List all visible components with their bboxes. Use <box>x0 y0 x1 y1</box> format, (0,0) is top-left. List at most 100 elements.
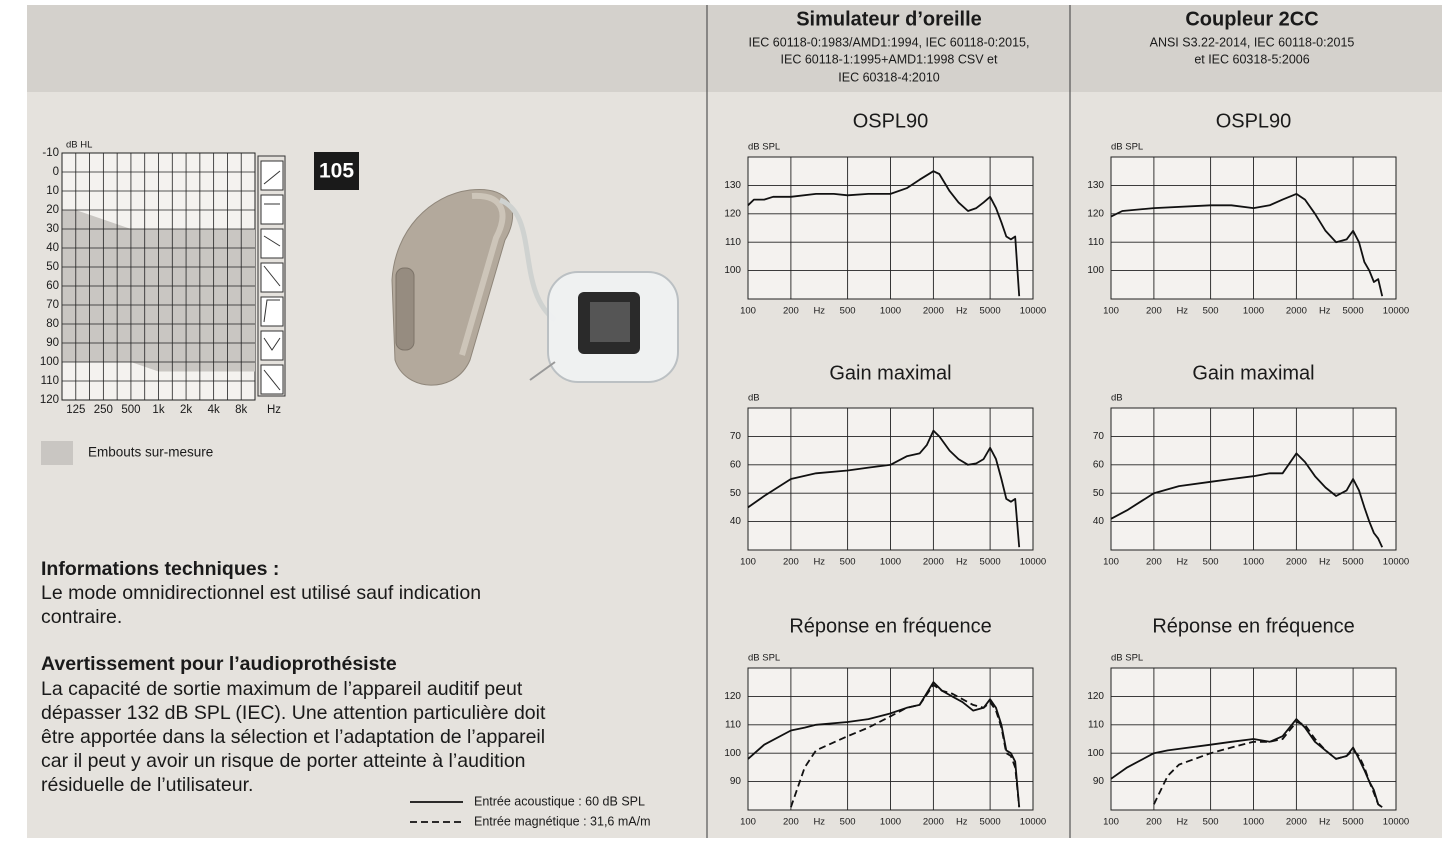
x-tick-label: 5000 <box>980 557 1001 568</box>
header-standard: ANSI S3.22-2014, IEC 60118-0:2015 <box>1150 35 1355 49</box>
paragraph-line: contraire. <box>41 606 122 628</box>
legend-label: Embouts sur-mesure <box>88 445 213 460</box>
y-tick-label: 40 <box>46 242 59 254</box>
x-tick-label: 2000 <box>923 306 944 317</box>
x-tick-label: 125 <box>66 404 85 416</box>
y-tick-label: 70 <box>730 431 742 442</box>
paragraph-line: Le mode omnidirectionnel est utilisé sau… <box>41 582 481 604</box>
x-tick-label: 100 <box>1103 557 1119 568</box>
y-tick-label: 110 <box>41 375 59 387</box>
x-tick-label: 500 <box>840 817 856 828</box>
x-tick-label: 10000 <box>1383 817 1409 828</box>
y-tick-label: 90 <box>730 776 742 787</box>
y-axis-label: dB SPL <box>748 142 780 153</box>
x-tick-label: 4k <box>208 404 220 416</box>
x-tick-label: 5000 <box>980 817 1001 828</box>
y-tick-label: 110 <box>725 719 741 730</box>
page: Simulateur d’oreille IEC 60118-0:1983/AM… <box>0 0 1442 841</box>
y-tick-label: 100 <box>1087 265 1104 276</box>
config-icons <box>258 156 285 396</box>
y-tick-label: 120 <box>724 208 741 219</box>
x-tick-label: 1000 <box>1243 817 1264 828</box>
x-tick-label: 1k <box>152 404 164 416</box>
x-tick-label: 100 <box>740 557 756 568</box>
x-tick-label: 5000 <box>980 306 1001 317</box>
x-tick-label: 200 <box>1146 306 1162 317</box>
y-tick-label: 130 <box>1087 180 1104 191</box>
x-tick-label: 100 <box>740 306 756 317</box>
y-tick-label: 40 <box>1093 516 1105 527</box>
x-tick-label: 8k <box>235 404 247 416</box>
x-tick-label: 500 <box>1203 306 1219 317</box>
paragraph-line: La capacité de sortie maximum de l’appar… <box>41 678 523 700</box>
y-tick-label: 110 <box>725 237 741 248</box>
y-tick-label: 50 <box>46 261 59 273</box>
x-tick-label: 2000 <box>1286 817 1307 828</box>
x-tick-label: 200 <box>783 817 799 828</box>
header-standard: IEC 60118-1:1995+AMD1:1998 CSV et <box>781 52 998 66</box>
header-standard: IEC 60318-4:2010 <box>838 70 940 84</box>
x-unit-label: Hz <box>813 557 825 568</box>
y-tick-label: 20 <box>46 204 59 216</box>
x-tick-label: 100 <box>1103 817 1119 828</box>
x-tick-label: 1000 <box>1243 306 1264 317</box>
x-unit-label: Hz <box>1319 306 1331 317</box>
y-tick-label: 70 <box>46 299 59 311</box>
y-tick-label: 80 <box>46 318 59 330</box>
x-tick-label: 10000 <box>1383 557 1409 568</box>
x-tick-label: 5000 <box>1343 306 1364 317</box>
y-axis-label: dB <box>748 393 760 404</box>
x-tick-label: 1000 <box>880 817 901 828</box>
header-standard: IEC 60118-0:1983/AMD1:1994, IEC 60118-0:… <box>749 35 1030 49</box>
x-tick-label: 2k <box>180 404 192 416</box>
chart-title: Réponse en fréquence <box>789 615 991 637</box>
paragraph-line: car il peut y avoir un risque de porter … <box>41 750 526 772</box>
section-title: Avertissement pour l’audioprothésiste <box>41 653 397 675</box>
y-axis-label: dB SPL <box>748 653 780 664</box>
x-unit-label: Hz <box>956 557 968 568</box>
chart-title: Gain maximal <box>1192 362 1314 384</box>
x-tick-label: 2000 <box>923 817 944 828</box>
legend-swatch <box>41 441 73 465</box>
badge-text: 105 <box>319 160 354 183</box>
y-tick-label: 130 <box>724 180 741 191</box>
chart-title: OSPL90 <box>1216 110 1292 132</box>
legend-label: Entrée acoustique : 60 dB SPL <box>474 794 645 808</box>
x-tick-label: 10000 <box>1020 306 1046 317</box>
y-tick-label: 30 <box>46 223 59 235</box>
chart-title: Gain maximal <box>829 362 951 384</box>
x-tick-label: 200 <box>783 306 799 317</box>
x-tick-label: 200 <box>1146 557 1162 568</box>
y-axis-label: dB <box>1111 393 1123 404</box>
y-tick-label: 90 <box>1093 776 1105 787</box>
paragraph-line: dépasser 132 dB SPL (IEC). Une attention… <box>41 702 546 724</box>
x-tick-label: 500 <box>121 404 140 416</box>
x-unit-label: Hz <box>813 306 825 317</box>
x-unit-label: Hz <box>956 817 968 828</box>
y-tick-label: 120 <box>1087 208 1104 219</box>
section-title: Informations techniques : <box>41 558 279 580</box>
x-tick-label: 100 <box>740 817 756 828</box>
x-tick-label: 2000 <box>1286 306 1307 317</box>
y-tick-label: 90 <box>46 337 59 349</box>
x-unit-label: Hz <box>1176 817 1188 828</box>
x-tick-label: 200 <box>783 557 799 568</box>
y-tick-label: -10 <box>42 147 59 159</box>
legend-label: Entrée magnétique : 31,6 mA/m <box>474 814 650 828</box>
x-tick-label: 500 <box>840 306 856 317</box>
x-unit-label: Hz <box>267 404 281 416</box>
y-tick-label: 70 <box>1093 431 1105 442</box>
x-tick-label: 2000 <box>1286 557 1307 568</box>
y-tick-label: 110 <box>1088 719 1104 730</box>
x-tick-label: 10000 <box>1020 817 1046 828</box>
x-tick-label: 500 <box>1203 557 1219 568</box>
x-tick-label: 1000 <box>880 557 901 568</box>
paragraph-line: résiduelle de l’utilisateur. <box>41 774 253 796</box>
y-tick-label: 60 <box>1093 459 1105 470</box>
y-axis-label: dB HL <box>66 140 92 151</box>
y-tick-label: 100 <box>40 356 59 368</box>
y-tick-label: 60 <box>46 280 59 292</box>
chart-title: Réponse en fréquence <box>1152 615 1354 637</box>
x-tick-label: 2000 <box>923 557 944 568</box>
